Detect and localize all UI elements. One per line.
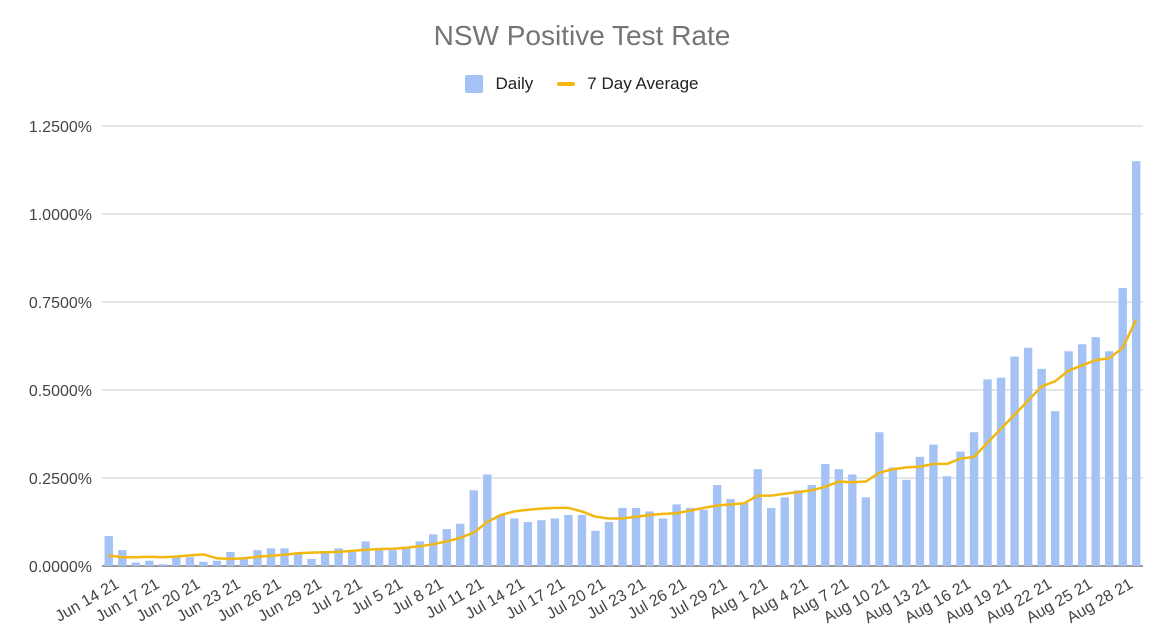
bar-daily: [172, 557, 181, 566]
legend-item-7-day-average[interactable]: 7 Day Average: [557, 74, 699, 94]
bar-daily: [888, 467, 898, 566]
y-tick-label: 1.0000%: [29, 207, 92, 224]
bar-daily: [334, 548, 343, 566]
bar-daily: [510, 518, 519, 566]
y-tick-label: 0.2500%: [29, 471, 92, 488]
bar-daily: [807, 485, 816, 566]
bar-daily: [956, 451, 965, 566]
bar-daily: [280, 548, 289, 566]
bar-daily: [564, 514, 573, 566]
bar-daily: [374, 550, 384, 566]
bar-daily: [469, 490, 478, 566]
bar-daily: [131, 562, 140, 566]
bar-daily: [266, 548, 276, 566]
bar-daily: [145, 560, 154, 566]
bar-daily: [347, 551, 357, 566]
bar-daily: [361, 541, 370, 566]
y-tick-label: 0.7500%: [29, 295, 92, 312]
bar-daily: [104, 536, 113, 566]
bar-daily: [685, 507, 695, 566]
bar-daily: [537, 520, 546, 566]
bar-daily: [902, 479, 911, 566]
bar-daily: [699, 509, 708, 566]
bar-daily: [915, 456, 925, 566]
line-7-day-average: [108, 319, 1138, 561]
bar-daily: [429, 534, 438, 566]
bar-daily: [1023, 347, 1033, 566]
bar-daily: [239, 557, 249, 566]
bar-daily: [293, 553, 303, 566]
y-tick-label: 0.0000%: [29, 559, 92, 576]
bar-daily: [456, 523, 465, 566]
legend-label-7-day-average: 7 Day Average: [587, 74, 699, 93]
bar-daily: [1118, 287, 1127, 566]
bar-daily: [212, 560, 222, 566]
bar-daily: [780, 497, 789, 566]
bar-daily: [307, 558, 316, 566]
chart-title: NSW Positive Test Rate: [433, 20, 731, 51]
bar-daily: [1050, 411, 1060, 566]
bar-daily: [550, 518, 560, 566]
bar-daily: [591, 530, 600, 566]
bar-daily: [577, 514, 587, 566]
bar-daily: [1037, 368, 1046, 566]
bar-daily: [185, 557, 195, 566]
bar-daily: [631, 507, 641, 566]
bar-daily: [442, 529, 451, 566]
bar-daily: [861, 497, 871, 566]
bar-daily: [199, 561, 208, 566]
bar-daily: [658, 518, 668, 566]
bar-daily: [794, 490, 803, 566]
bar-daily: [158, 564, 168, 566]
bar-daily: [388, 550, 397, 566]
bar-daily: [320, 551, 330, 566]
legend-swatch-7-day-average: [557, 82, 576, 86]
legend-item-daily[interactable]: Daily: [465, 74, 533, 94]
bar-daily: [483, 474, 492, 566]
bar-daily: [672, 504, 681, 566]
bar-daily: [604, 522, 614, 566]
bar-daily: [969, 432, 979, 566]
y-tick-label: 0.5000%: [29, 383, 92, 400]
bar-daily: [496, 514, 506, 566]
legend-label-daily: Daily: [495, 74, 534, 93]
bar-daily: [753, 469, 762, 566]
bar-daily: [712, 485, 722, 566]
legend-swatch-daily: [465, 75, 484, 93]
bar-daily: [848, 474, 857, 566]
legend: Daily 7 Day Average: [0, 74, 1158, 94]
bar-daily: [415, 541, 424, 566]
bar-daily: [834, 469, 844, 566]
bar-daily: [1064, 351, 1073, 566]
y-tick-label: 1.2500%: [29, 119, 92, 136]
bar-daily: [875, 432, 884, 566]
bar-daily: [645, 511, 654, 566]
bar-daily: [1077, 344, 1087, 566]
bar-daily: [618, 507, 627, 566]
bar-daily: [942, 476, 952, 566]
bar-daily: [1132, 161, 1141, 566]
bar-daily: [996, 377, 1006, 566]
bar-daily: [523, 522, 533, 566]
bar-daily: [726, 499, 735, 566]
bar-daily: [983, 379, 992, 566]
bar-daily: [1010, 356, 1019, 566]
bar-daily: [767, 507, 776, 566]
bar-daily: [253, 550, 262, 566]
bar-daily: [739, 502, 749, 566]
bar-daily: [929, 444, 938, 566]
bar-daily: [401, 546, 411, 566]
bar-daily: [821, 463, 830, 566]
bar-daily: [1091, 337, 1100, 566]
bar-daily: [1105, 351, 1114, 566]
